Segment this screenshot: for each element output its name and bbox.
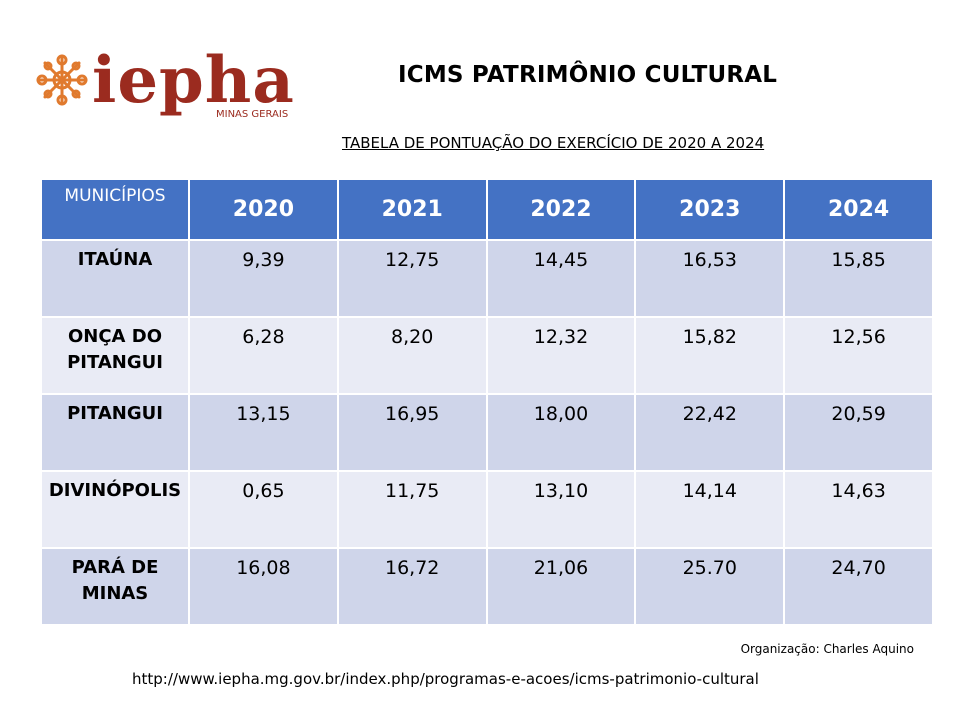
score-cell: 11,75: [336, 470, 488, 549]
municipality-name: PITANGUI: [40, 393, 190, 472]
score-cell: 14,14: [634, 470, 786, 549]
table-subtitle: TABELA DE PONTUAÇÃO DO EXERCÍCIO DE 2020…: [342, 134, 765, 152]
score-cell: 12,75: [336, 239, 488, 318]
table-row: PITANGUI 13,15 16,95 18,00 22,42 20,59: [40, 393, 934, 472]
score-cell: 9,39: [188, 239, 339, 318]
score-cell: 0,65: [188, 470, 339, 549]
municipality-name-line: PITANGUI: [67, 352, 163, 373]
score-cell: 14,45: [485, 239, 637, 318]
municipality-name-line: MINAS: [81, 583, 149, 604]
score-table: MUNICÍPIOS 2020 2021 2022 2023 2024 ITAÚ…: [40, 178, 934, 626]
column-header-2023: 2023: [634, 178, 786, 241]
score-cell: 15,82: [634, 316, 786, 395]
score-cell: 12,56: [783, 316, 934, 395]
score-cell: 8,20: [336, 316, 488, 395]
iepha-logo: iepha MINAS GERAIS: [28, 40, 298, 130]
score-cell: 13,15: [188, 393, 339, 472]
municipality-name: PARÁ DE MINAS: [40, 547, 190, 626]
score-cell: 24,70: [783, 547, 934, 626]
municipality-name: ONÇA DO PITANGUI: [40, 316, 190, 395]
column-header-2022: 2022: [485, 178, 637, 241]
page-title: ICMS PATRIMÔNIO CULTURAL: [398, 62, 778, 88]
score-cell: 14,63: [783, 470, 934, 549]
column-header-2021: 2021: [336, 178, 488, 241]
logo-tagline: MINAS GERAIS: [216, 109, 288, 120]
municipality-name-line: PARÁ DE: [71, 557, 159, 578]
table-row: ONÇA DO PITANGUI 6,28 8,20 12,32 15,82 12…: [40, 316, 934, 395]
score-cell: 16,53: [634, 239, 786, 318]
score-cell: 16,08: [188, 547, 339, 626]
column-header-2024: 2024: [783, 178, 934, 241]
score-cell: 15,85: [783, 239, 934, 318]
table-row: DIVINÓPOLIS 0,65 11,75 13,10 14,14 14,63: [40, 470, 934, 549]
score-cell: 20,59: [783, 393, 934, 472]
column-header-municipios: MUNICÍPIOS: [40, 178, 190, 241]
score-cell: 22,42: [634, 393, 786, 472]
table-header-row: MUNICÍPIOS 2020 2021 2022 2023 2024: [40, 178, 934, 241]
municipality-name: ITAÚNA: [40, 239, 190, 318]
score-cell: 6,28: [188, 316, 339, 395]
score-cell: 25.70: [634, 547, 786, 626]
score-cell: 13,10: [485, 470, 637, 549]
score-cell: 16,95: [336, 393, 488, 472]
organization-credit: Organização: Charles Aquino: [740, 642, 914, 656]
table-row: ITAÚNA 9,39 12,75 14,45 16,53 15,85: [40, 239, 934, 318]
snowflake-ornament-icon: [36, 54, 88, 106]
source-url: http://www.iepha.mg.gov.br/index.php/pro…: [132, 670, 759, 688]
score-cell: 21,06: [485, 547, 637, 626]
table-row: PARÁ DE MINAS 16,08 16,72 21,06 25.70 24,…: [40, 547, 934, 626]
logo-wordmark: iepha: [92, 43, 295, 118]
score-cell: 16,72: [336, 547, 488, 626]
column-header-2020: 2020: [188, 178, 339, 241]
municipality-name-line: ONÇA DO: [67, 326, 163, 347]
score-cell: 12,32: [485, 316, 637, 395]
score-cell: 18,00: [485, 393, 637, 472]
municipality-name: DIVINÓPOLIS: [40, 470, 190, 549]
